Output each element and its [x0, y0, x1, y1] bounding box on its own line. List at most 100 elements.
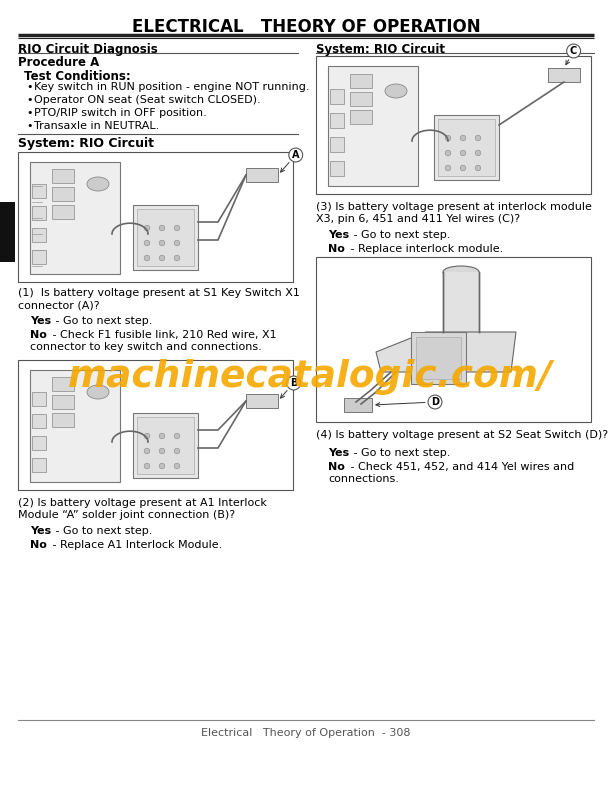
- Bar: [548, 68, 580, 82]
- Circle shape: [144, 225, 150, 230]
- Circle shape: [460, 166, 466, 171]
- Text: Electrical   Theory of Operation  - 308: Electrical Theory of Operation - 308: [201, 728, 411, 738]
- Text: System: RIO Circuit: System: RIO Circuit: [316, 43, 445, 56]
- Text: Yes: Yes: [328, 448, 349, 458]
- Bar: [52, 169, 74, 183]
- Text: C: C: [566, 46, 577, 65]
- Circle shape: [460, 150, 466, 156]
- Bar: [52, 413, 74, 427]
- Text: Yes: Yes: [30, 316, 51, 326]
- Bar: [18, 152, 293, 282]
- Text: machinecatalogic.com/: machinecatalogic.com/: [67, 359, 553, 395]
- Bar: [32, 414, 46, 428]
- Text: No: No: [328, 244, 345, 254]
- Bar: [52, 377, 74, 391]
- Text: Key switch in RUN position - engine NOT running.: Key switch in RUN position - engine NOT …: [34, 82, 310, 92]
- Bar: [137, 417, 194, 474]
- Bar: [344, 398, 372, 412]
- Bar: [32, 458, 46, 472]
- Circle shape: [445, 135, 451, 141]
- Circle shape: [144, 448, 150, 454]
- Bar: [416, 337, 461, 379]
- Text: No: No: [328, 462, 345, 472]
- Circle shape: [445, 150, 451, 156]
- Text: - Check F1 fusible link, 210 Red wire, X1: - Check F1 fusible link, 210 Red wire, X…: [49, 330, 277, 340]
- Bar: [30, 162, 120, 274]
- Circle shape: [144, 255, 150, 261]
- Bar: [133, 205, 198, 270]
- Text: connector (A)?: connector (A)?: [18, 300, 100, 310]
- Circle shape: [475, 150, 481, 156]
- Ellipse shape: [87, 177, 109, 191]
- Circle shape: [159, 255, 165, 261]
- Circle shape: [159, 225, 165, 230]
- Circle shape: [174, 448, 180, 454]
- Bar: [52, 187, 74, 201]
- Bar: [434, 115, 499, 180]
- Circle shape: [174, 463, 180, 469]
- Polygon shape: [376, 332, 516, 372]
- Bar: [330, 137, 344, 152]
- Text: RIO Circuit Diagnosis: RIO Circuit Diagnosis: [18, 43, 158, 56]
- Text: (4) Is battery voltage present at S2 Seat Switch (D)?: (4) Is battery voltage present at S2 Sea…: [316, 430, 608, 440]
- Ellipse shape: [87, 385, 109, 399]
- Circle shape: [159, 448, 165, 454]
- Text: •: •: [26, 82, 32, 92]
- Circle shape: [445, 166, 451, 171]
- Bar: [316, 56, 591, 194]
- Bar: [32, 250, 46, 264]
- Text: System: RIO Circuit: System: RIO Circuit: [18, 137, 154, 150]
- Bar: [52, 205, 74, 219]
- Text: - Go to next step.: - Go to next step.: [350, 448, 450, 458]
- Circle shape: [174, 433, 180, 439]
- Ellipse shape: [385, 84, 407, 98]
- Bar: [32, 228, 46, 242]
- Circle shape: [475, 135, 481, 141]
- Text: Test Conditions:: Test Conditions:: [24, 70, 131, 83]
- Text: - Replace A1 Interlock Module.: - Replace A1 Interlock Module.: [49, 540, 222, 550]
- Bar: [32, 184, 46, 198]
- Bar: [438, 119, 495, 176]
- Ellipse shape: [443, 266, 479, 278]
- Text: Module “A” solder joint connection (B)?: Module “A” solder joint connection (B)?: [18, 510, 235, 520]
- Text: (2) Is battery voltage present at A1 Interlock: (2) Is battery voltage present at A1 Int…: [18, 498, 267, 508]
- Bar: [330, 161, 344, 176]
- Bar: [328, 66, 418, 186]
- Bar: [32, 436, 46, 450]
- Bar: [18, 360, 293, 490]
- Text: A: A: [280, 150, 299, 172]
- Circle shape: [159, 463, 165, 469]
- Circle shape: [159, 240, 165, 246]
- Bar: [316, 257, 591, 422]
- Text: •: •: [26, 95, 32, 105]
- Text: - Check 451, 452, and 414 Yel wires and: - Check 451, 452, and 414 Yel wires and: [347, 462, 574, 472]
- Text: connections.: connections.: [328, 474, 399, 484]
- Circle shape: [174, 255, 180, 261]
- Bar: [32, 206, 46, 220]
- Bar: [350, 110, 372, 124]
- Text: PTO/RIP switch in OFF position.: PTO/RIP switch in OFF position.: [34, 108, 207, 118]
- Bar: [30, 370, 120, 482]
- Circle shape: [144, 240, 150, 246]
- Text: - Go to next step.: - Go to next step.: [52, 316, 152, 326]
- Bar: [443, 272, 479, 332]
- Bar: [411, 332, 466, 384]
- Text: (3) Is battery voltage present at interlock module: (3) Is battery voltage present at interl…: [316, 202, 592, 212]
- Bar: [32, 392, 46, 406]
- Text: connector to key switch and connections.: connector to key switch and connections.: [30, 342, 262, 352]
- Bar: [350, 92, 372, 106]
- Bar: [137, 209, 194, 266]
- Text: Procedure A: Procedure A: [18, 56, 99, 69]
- Bar: [133, 413, 198, 478]
- Text: Transaxle in NEUTRAL.: Transaxle in NEUTRAL.: [34, 121, 159, 131]
- Text: Yes: Yes: [30, 526, 51, 536]
- Circle shape: [475, 166, 481, 171]
- Text: - Go to next step.: - Go to next step.: [52, 526, 152, 536]
- Circle shape: [159, 433, 165, 439]
- Bar: [246, 168, 278, 182]
- Text: •: •: [26, 121, 32, 131]
- Circle shape: [144, 463, 150, 469]
- Bar: [330, 113, 344, 128]
- Bar: [0, 202, 15, 262]
- Text: Yes: Yes: [328, 230, 349, 240]
